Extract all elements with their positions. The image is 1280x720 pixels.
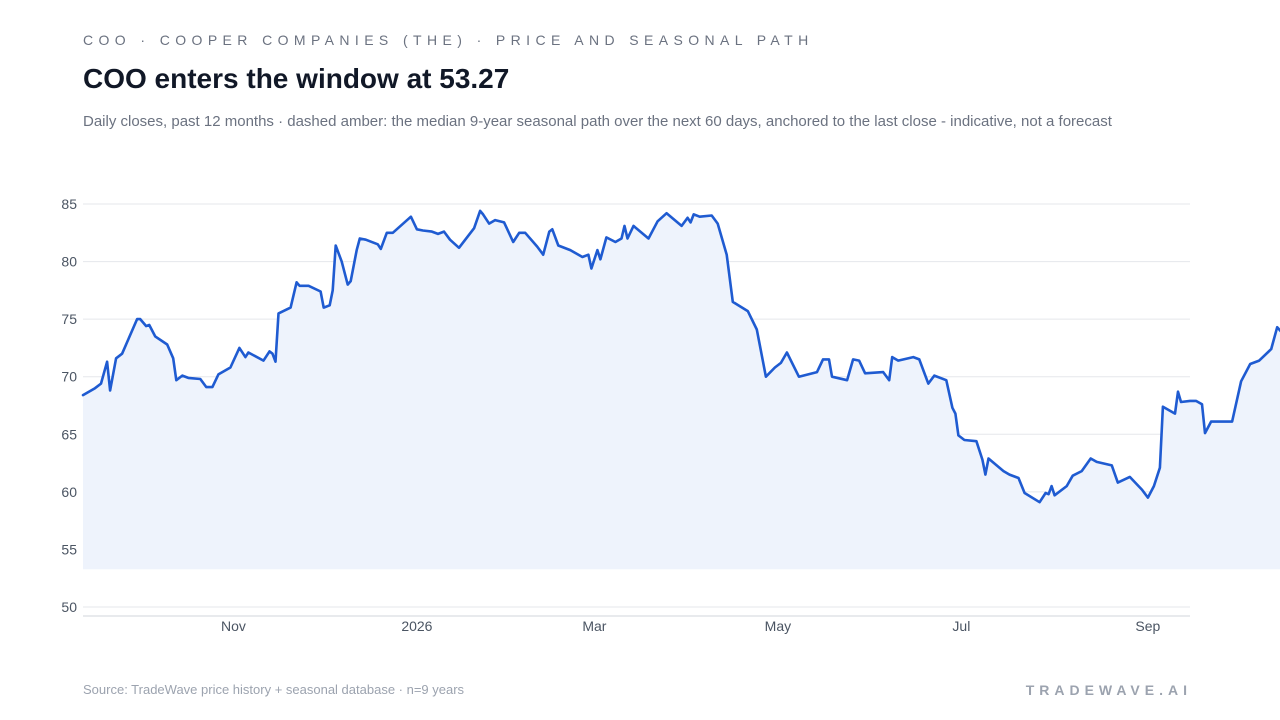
x-tick-label: Nov bbox=[221, 618, 246, 634]
y-tick-label: 80 bbox=[61, 254, 77, 270]
x-tick-label: Sep bbox=[1135, 618, 1160, 634]
price-area-fill bbox=[83, 210, 1280, 570]
y-tick-label: 60 bbox=[61, 484, 77, 500]
x-tick-label: Jul bbox=[952, 618, 970, 634]
y-tick-label: 55 bbox=[61, 541, 77, 557]
price-line bbox=[81, 209, 1280, 504]
chart-subtitle: Daily closes, past 12 months · dashed am… bbox=[83, 113, 1112, 130]
chart-title: COO enters the window at 53.27 bbox=[83, 63, 510, 94]
source-note: Source: TradeWave price history + season… bbox=[83, 682, 465, 697]
x-tick-label: May bbox=[765, 618, 791, 634]
brand-wordmark: TRADEWAVE.AI bbox=[1025, 682, 1192, 698]
x-tick-label: 2026 bbox=[401, 618, 432, 634]
y-tick-label: 70 bbox=[61, 369, 77, 385]
y-tick-label: 85 bbox=[61, 196, 77, 212]
y-tick-label: 75 bbox=[61, 311, 77, 327]
x-tick-label: Mar bbox=[582, 618, 606, 634]
chart-kicker: COO · COOPER COMPANIES (THE) · PRICE AND… bbox=[83, 32, 814, 48]
y-tick-label: 50 bbox=[61, 599, 77, 615]
y-tick-label: 65 bbox=[61, 426, 77, 442]
